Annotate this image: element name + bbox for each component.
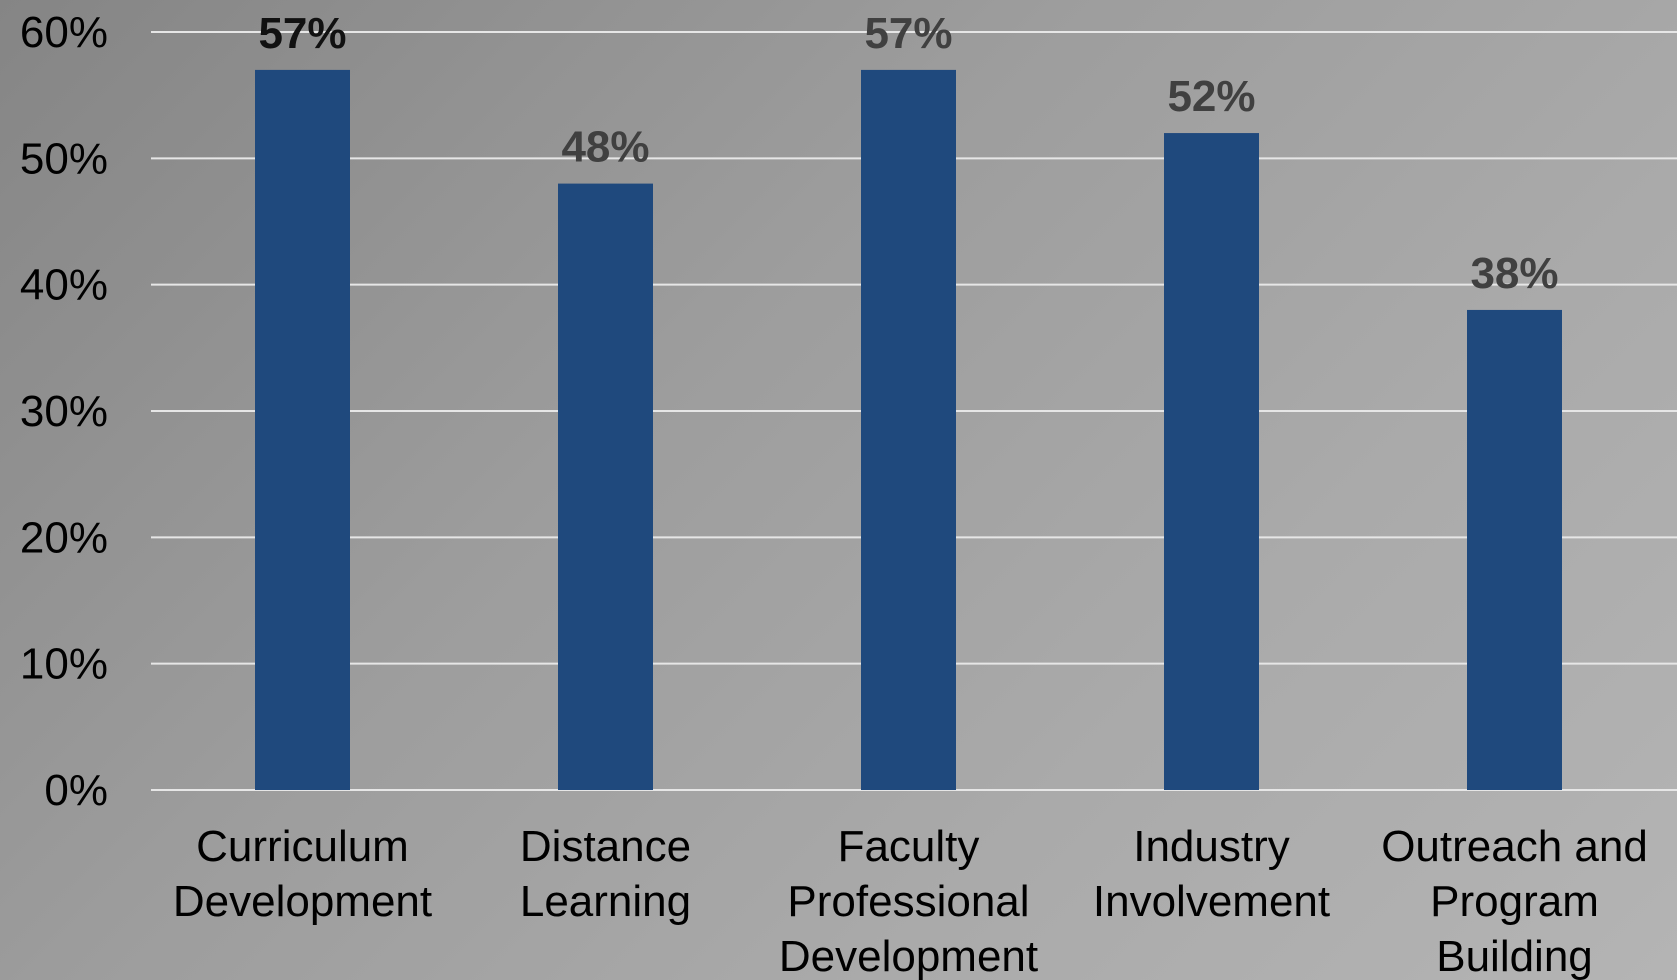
y-tick-label: 30% (20, 387, 108, 436)
category-labels: Curriculum Development Distance Learning Fac… (173, 822, 1648, 980)
data-label: 57% (258, 9, 346, 58)
bar (558, 183, 653, 791)
category-label: Industry Involvement (1093, 822, 1330, 926)
data-label: 38% (1470, 249, 1558, 298)
y-tick-label: 0% (44, 766, 108, 815)
y-tick-label: 10% (20, 640, 108, 689)
data-labels: 57% 48% 57% 52% 38% (258, 9, 1558, 298)
category-label: Distance Learning (520, 822, 691, 926)
data-label: 57% (864, 9, 952, 58)
category-label: Curriculum Development (173, 822, 432, 926)
y-tick-label: 60% (20, 8, 108, 57)
y-tick-label: 40% (20, 261, 108, 310)
y-tick-label: 50% (20, 134, 108, 183)
bars (255, 69, 1562, 791)
y-tick-label: 20% (20, 513, 108, 562)
category-label: Faculty Professional Development (779, 822, 1038, 980)
data-label: 52% (1167, 72, 1255, 121)
bar (1164, 133, 1259, 791)
category-label: Outreach and Program Building (1381, 822, 1648, 980)
y-axis-tick-labels: 0% 10% 20% 30% 40% 50% 60% (20, 8, 108, 815)
data-label: 48% (561, 123, 649, 172)
bar (255, 69, 350, 790)
bar (1467, 309, 1562, 790)
bar (861, 69, 956, 790)
